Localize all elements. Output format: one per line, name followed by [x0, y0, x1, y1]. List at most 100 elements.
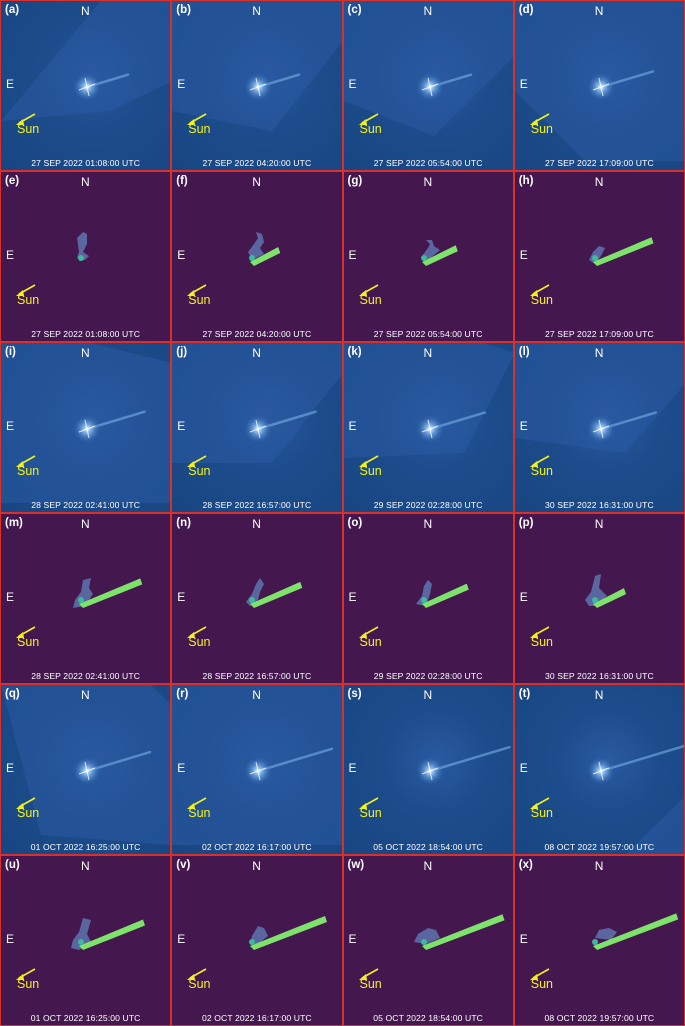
north-label: N: [423, 859, 433, 873]
timestamp-label: 28 SEP 2022 02:41:00 UTC: [31, 671, 141, 681]
sun-arrow-head: [16, 803, 24, 809]
north-label: N: [594, 175, 604, 189]
comet-observation-image: [172, 1, 342, 131]
panel-letter: (q): [5, 688, 20, 700]
comet-model-image: [358, 914, 504, 980]
north-label: N: [594, 688, 604, 702]
dust-tail-model: [79, 919, 145, 950]
nucleus-model: [249, 255, 256, 261]
comet-observation-image: [343, 1, 513, 136]
panel-letter: (f): [176, 175, 188, 187]
panel-letter: (l): [518, 346, 530, 358]
sun-label: Sun: [530, 293, 553, 307]
east-label: E: [177, 419, 186, 433]
dust-tail-model: [79, 578, 143, 608]
sun-arrow-head: [187, 632, 196, 638]
model-image-panel: (g) N E Sun 27 SEP 2022 05:54:00 UTC: [342, 171, 514, 342]
east-label: E: [348, 761, 357, 775]
north-label: N: [594, 346, 604, 360]
sun-arrow-head: [187, 461, 196, 467]
panel-letter: (h): [518, 175, 534, 187]
sun-label: Sun: [188, 122, 211, 136]
nucleus-model: [78, 255, 84, 261]
sun-label: Sun: [188, 977, 211, 991]
ejecta-model-shape: [77, 232, 89, 260]
ejecta-model-shape: [594, 928, 617, 940]
east-label: E: [519, 248, 528, 262]
ejecta-model-shape: [421, 240, 440, 260]
ejecta-model-shape: [415, 580, 432, 606]
nucleus-model: [249, 939, 256, 945]
timestamp-label: 27 SEP 2022 17:09:00 UTC: [544, 329, 654, 339]
detector-tile-overlay: [1, 1, 171, 121]
east-label: E: [6, 77, 15, 91]
timestamp-label: 01 OCT 2022 16:25:00 UTC: [30, 1013, 141, 1023]
sun-label: Sun: [359, 635, 382, 649]
diffraction-spike: [255, 419, 261, 439]
east-label: E: [519, 590, 528, 604]
diffraction-spike: [598, 419, 604, 439]
dust-tail-model: [592, 588, 626, 608]
sun-label: Sun: [188, 293, 211, 307]
north-label: N: [252, 175, 261, 189]
sun-label: Sun: [530, 122, 553, 136]
comet-observation-image: [1, 343, 171, 503]
nucleus-model: [420, 939, 427, 945]
sun-label: Sun: [359, 806, 382, 820]
observed-image-panel: (j) N E Sun 28 SEP 2022 16:57:00 UTC: [171, 342, 343, 513]
panel-letter: (o): [347, 517, 363, 529]
detector-tile-overlay: [343, 343, 513, 458]
timestamp-label: 01 OCT 2022 16:25:00 UTC: [30, 842, 141, 852]
timestamp-label: 28 SEP 2022 16:57:00 UTC: [202, 671, 312, 681]
ejecta-model-shape: [250, 926, 269, 944]
observed-image-panel: (s) N E Sun 05 OCT 2022 18:54:00 UTC: [342, 684, 514, 855]
north-label: N: [81, 859, 90, 873]
model-image-panel: (p) N E Sun 30 SEP 2022 16:31:00 UTC: [513, 513, 685, 684]
nucleus-model: [78, 939, 84, 945]
detector-tile-overlay: [172, 1, 342, 131]
panel-letter: (v): [176, 859, 191, 871]
east-label: E: [177, 590, 186, 604]
dust-tail-model: [250, 581, 303, 608]
east-label: E: [519, 761, 528, 775]
observed-image-panel: (d) N E Sun 27 SEP 2022 17:09:00 UTC: [513, 0, 685, 171]
sun-arrow-head: [529, 119, 538, 125]
north-label: N: [423, 175, 433, 189]
comet-model-image: [187, 916, 328, 980]
timestamp-label: 08 OCT 2022 19:57:00 UTC: [544, 842, 655, 852]
diffraction-spike: [427, 419, 432, 439]
sun-label: Sun: [17, 293, 40, 307]
sun-arrow-head: [358, 461, 367, 467]
north-label: N: [594, 4, 604, 18]
sun-label: Sun: [188, 635, 211, 649]
panel-letter: (c): [347, 4, 362, 16]
dust-tail-model: [250, 916, 328, 950]
sun-label: Sun: [359, 464, 382, 478]
north-label: N: [594, 517, 604, 531]
sun-arrow-head: [358, 803, 367, 809]
north-label: N: [423, 346, 433, 360]
nucleus-model: [591, 597, 598, 603]
diffraction-spike: [84, 419, 90, 439]
comet-observation-image: [514, 1, 684, 161]
comet-observation-image: [514, 343, 684, 467]
panel-letter: (w): [347, 859, 365, 871]
comet-observation-image: [172, 685, 342, 845]
sun-label: Sun: [17, 464, 40, 478]
east-label: E: [6, 590, 15, 604]
observed-image-panel: (r) N E Sun 02 OCT 2022 16:17:00 UTC: [171, 684, 343, 855]
panel-letter: (x): [518, 859, 533, 871]
model-image-panel: (x) N E Sun 08 OCT 2022 19:57:00 UTC: [513, 855, 685, 1026]
model-image-panel: (n) N E Sun 28 SEP 2022 16:57:00 UTC: [171, 513, 343, 684]
timestamp-label: 27 SEP 2022 05:54:00 UTC: [373, 329, 483, 339]
timestamp-label: 28 SEP 2022 16:57:00 UTC: [202, 500, 312, 510]
diffraction-spike: [598, 77, 604, 97]
north-label: N: [252, 859, 261, 873]
panel-letter: (i): [5, 346, 16, 358]
north-label: N: [423, 4, 433, 18]
east-label: E: [6, 248, 15, 262]
detector-tile-overlay: [514, 343, 684, 453]
sun-label: Sun: [188, 464, 211, 478]
north-label: N: [423, 517, 433, 531]
